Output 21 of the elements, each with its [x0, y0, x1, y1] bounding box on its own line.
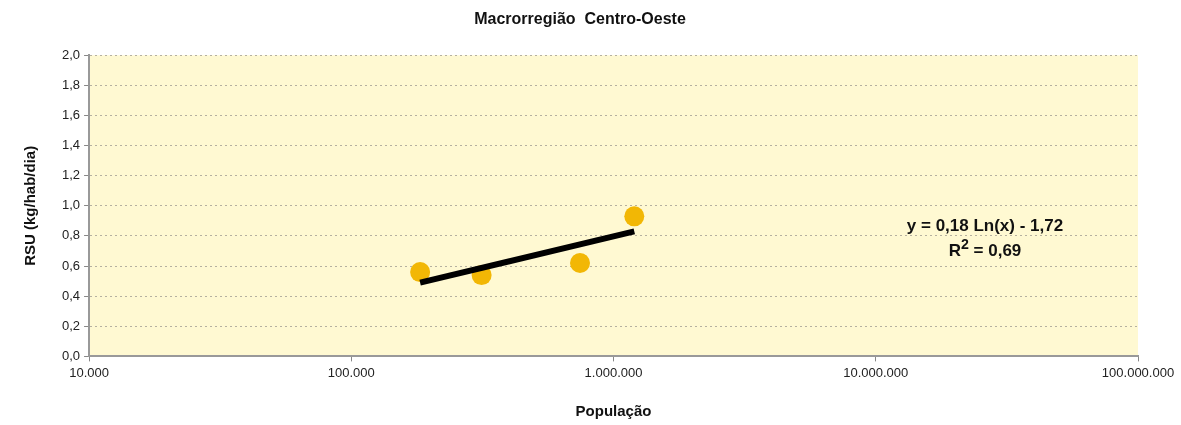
x-tick-label: 10.000 [69, 364, 109, 380]
x-tick-label: 10.000.000 [843, 364, 909, 380]
annotation: y = 0,18 Ln(x) - 1,72 [905, 216, 1065, 235]
x-tick-label: 100.000 [327, 364, 375, 380]
y-tick-label: 0,2 [61, 317, 81, 333]
y-tick-label: 2,0 [61, 46, 81, 62]
y-axis-title: RSU (kg/hab/dia) [21, 145, 39, 266]
y-tick-label: 1,0 [61, 197, 81, 213]
annotation: R$^{2}$ = 0,69 [947, 235, 1023, 260]
y-tick-label: 0,8 [61, 227, 81, 243]
y-tick-label: 0,6 [61, 257, 81, 273]
y-tick-label: 1,4 [61, 137, 81, 153]
x-tick-label: 100.000.000 [1101, 364, 1175, 380]
y-tick-label: 1,2 [61, 167, 81, 183]
y-tick-label: 0,0 [61, 347, 81, 363]
y-tick-label: 0,4 [61, 287, 81, 303]
y-tick-label: 1,8 [61, 76, 81, 92]
x-tick-label: 1.000.000 [584, 364, 643, 380]
y-tick-label: 1,6 [61, 107, 81, 123]
x-axis-title: População [575, 402, 652, 420]
chart-title: Macrorregião Centro-Oeste [474, 10, 686, 28]
